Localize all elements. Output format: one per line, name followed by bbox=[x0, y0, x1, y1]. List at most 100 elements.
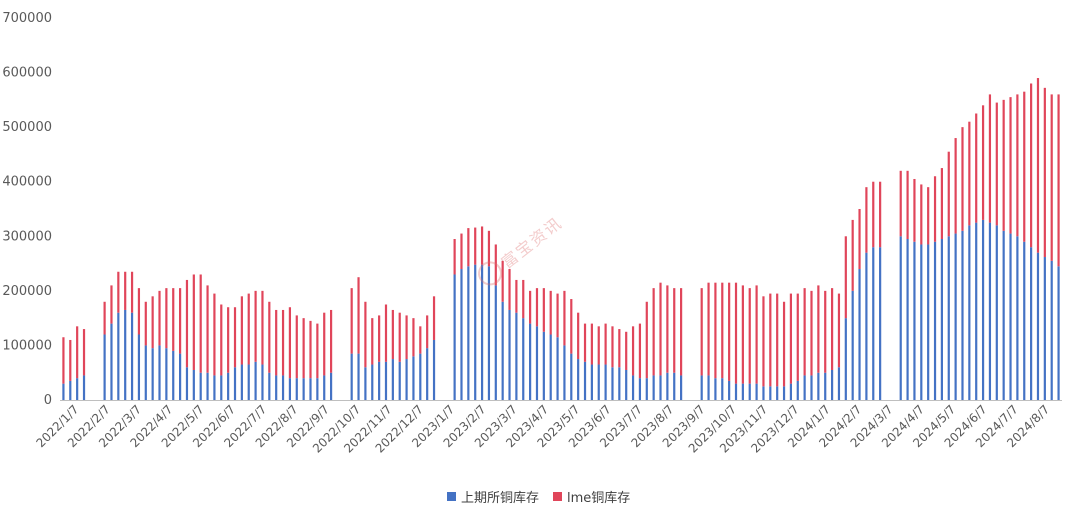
bar-shfe bbox=[1036, 252, 1040, 400]
bar-shfe bbox=[515, 312, 518, 400]
bar-shfe bbox=[501, 301, 504, 400]
bar-shfe bbox=[680, 375, 683, 400]
bar-shfe bbox=[227, 372, 230, 400]
bar-shfe bbox=[789, 383, 793, 400]
bar-shfe bbox=[508, 309, 511, 400]
bar-shfe bbox=[796, 380, 799, 400]
bar-shfe bbox=[1002, 230, 1005, 400]
bar-lme bbox=[76, 326, 79, 379]
bar-lme bbox=[810, 290, 813, 376]
bar-lme bbox=[179, 288, 182, 354]
bar-shfe bbox=[837, 367, 841, 400]
bar-shfe bbox=[487, 266, 491, 400]
bar-lme bbox=[563, 290, 566, 346]
bar-lme bbox=[741, 285, 744, 384]
bar-shfe bbox=[872, 247, 875, 400]
bar-shfe bbox=[220, 375, 223, 400]
bar-lme bbox=[144, 301, 147, 346]
bar-shfe bbox=[638, 378, 642, 400]
y-tick-label: 600000 bbox=[2, 66, 52, 81]
bar-shfe bbox=[879, 247, 882, 400]
bar-shfe bbox=[371, 364, 374, 400]
legend-label-shfe: 上期所铜库存 bbox=[461, 491, 540, 506]
bar-shfe bbox=[728, 380, 731, 400]
bar-lme bbox=[522, 279, 525, 319]
bar-shfe bbox=[329, 372, 333, 400]
bar-shfe bbox=[1016, 236, 1019, 400]
bar-shfe bbox=[158, 345, 161, 400]
bar-lme bbox=[82, 329, 86, 376]
bar-lme bbox=[364, 301, 367, 368]
bar-lme bbox=[782, 301, 786, 387]
bar-lme bbox=[604, 323, 607, 365]
bar-lme bbox=[357, 277, 360, 354]
bar-lme bbox=[206, 285, 209, 373]
bar-shfe bbox=[755, 383, 758, 400]
bar-lme bbox=[130, 271, 134, 313]
bar-lme bbox=[323, 312, 326, 376]
bar-shfe bbox=[721, 378, 724, 400]
bar-shfe bbox=[124, 309, 127, 400]
bar-shfe bbox=[151, 348, 154, 400]
bar-shfe bbox=[1030, 247, 1033, 400]
bar-lme bbox=[185, 279, 189, 368]
bar-lme bbox=[851, 219, 854, 291]
bar-shfe bbox=[597, 364, 600, 400]
bar-lme bbox=[1016, 94, 1019, 237]
bar-lme bbox=[652, 288, 655, 376]
bar-shfe bbox=[1050, 260, 1053, 400]
bar-lme bbox=[316, 323, 319, 379]
bar-shfe bbox=[776, 386, 779, 400]
bar-shfe bbox=[233, 367, 237, 400]
bar-lme bbox=[618, 329, 621, 368]
bar-shfe bbox=[474, 264, 477, 400]
bar-lme bbox=[426, 315, 429, 349]
bar-shfe bbox=[824, 372, 827, 400]
bar-lme bbox=[734, 282, 738, 384]
bar-lme bbox=[199, 274, 202, 373]
bar-shfe bbox=[577, 359, 580, 400]
bar-lme bbox=[796, 293, 799, 381]
bar-lme bbox=[748, 288, 751, 384]
chart-legend: 上期所铜库存 lme铜库存 bbox=[447, 487, 630, 506]
bar-lme bbox=[261, 290, 264, 365]
bar-shfe bbox=[165, 348, 168, 400]
bar-lme bbox=[728, 282, 731, 381]
legend-item-lme: lme铜库存 bbox=[553, 487, 630, 506]
bar-lme bbox=[570, 299, 573, 354]
bar-lme bbox=[281, 309, 285, 376]
bar-shfe bbox=[288, 378, 292, 400]
bar-lme bbox=[391, 309, 394, 360]
bar-shfe bbox=[179, 353, 182, 400]
bar-lme bbox=[1057, 94, 1060, 267]
bar-lme bbox=[1009, 97, 1012, 234]
legend-item-shfe: 上期所铜库存 bbox=[447, 487, 539, 506]
bar-lme bbox=[755, 285, 758, 384]
bar-shfe bbox=[281, 375, 285, 400]
bar-lme bbox=[817, 285, 820, 373]
bar-shfe bbox=[858, 269, 861, 400]
bar-lme bbox=[721, 282, 724, 379]
bar-lme bbox=[460, 233, 463, 270]
bar-lme bbox=[947, 151, 950, 237]
bar-shfe bbox=[357, 353, 360, 400]
bar-lme bbox=[625, 331, 628, 370]
y-tick-label: 0 bbox=[44, 393, 52, 408]
bar-lme bbox=[837, 293, 841, 368]
bar-shfe bbox=[378, 361, 381, 400]
bar-lme bbox=[233, 307, 237, 368]
bar-shfe bbox=[611, 367, 614, 400]
bar-shfe bbox=[172, 350, 175, 400]
bar-shfe bbox=[254, 361, 257, 400]
bar-lme bbox=[803, 288, 806, 376]
bar-shfe bbox=[748, 383, 751, 400]
bar-shfe bbox=[192, 369, 195, 400]
bar-shfe bbox=[933, 241, 937, 400]
bar-lme bbox=[405, 315, 408, 360]
bar-lme bbox=[865, 187, 868, 253]
bar-lme bbox=[515, 279, 518, 313]
bar-shfe bbox=[803, 375, 806, 400]
bar-lme bbox=[769, 293, 772, 387]
bar-lme bbox=[453, 239, 456, 275]
bar-lme bbox=[487, 230, 491, 267]
